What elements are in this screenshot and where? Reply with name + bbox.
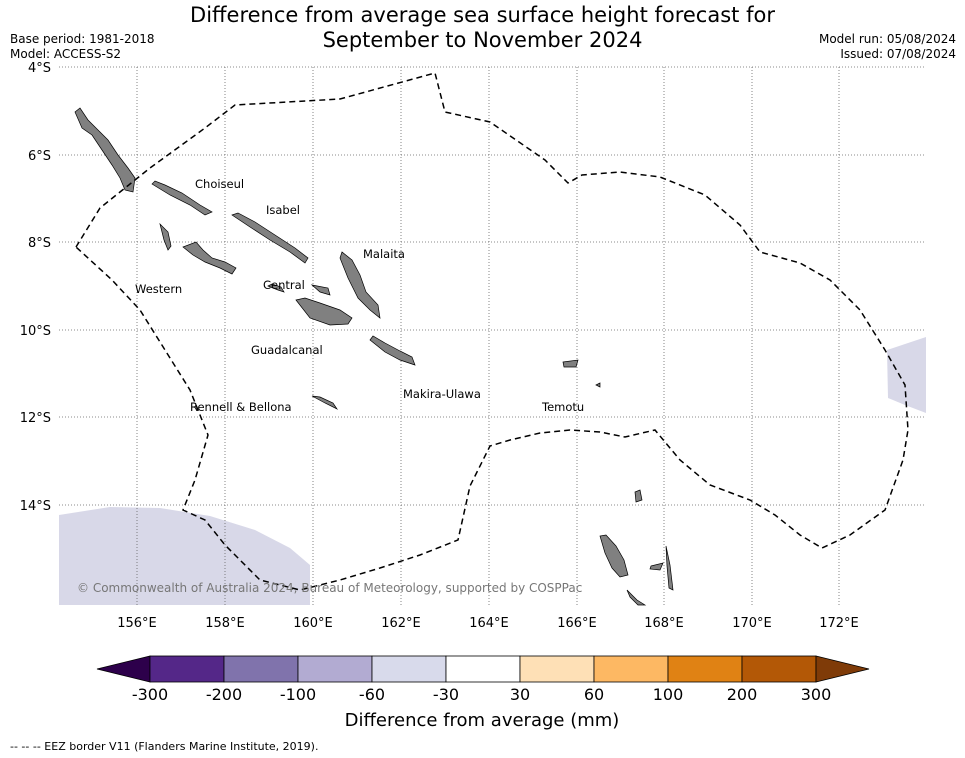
colorbar-tick-labels: -300 -200 -100 -60 -30 30 60 100 200 300 (132, 685, 831, 704)
eez-footnote: -- -- -- EEZ border V11 (Flanders Marine… (10, 740, 319, 753)
lon-label-160e: 160°E (293, 616, 333, 631)
island-isabel (231, 212, 309, 264)
lat-label-10s: 10°S (20, 324, 51, 339)
lat-label-8s: 8°S (28, 236, 51, 251)
province-choiseul: Choiseul (195, 177, 244, 191)
island-pentecost (665, 545, 674, 591)
lat-tick-labels: 4°S 6°S 8°S 10°S 12°S 14°S (20, 61, 51, 514)
island-small-vanuatu (634, 489, 643, 503)
lat-label-14s: 14°S (20, 499, 51, 514)
colorbar-tick: 60 (584, 685, 604, 704)
base-period: Base period: 1981-2018 (10, 32, 155, 46)
province-isabel: Isabel (266, 203, 300, 217)
eez-border (75, 72, 909, 591)
lon-label-168e: 168°E (644, 616, 684, 631)
colorbar-tick: -100 (280, 685, 316, 704)
colorbar (96, 655, 870, 683)
land-masses (74, 107, 674, 606)
colorbar-bin-8 (667, 655, 743, 683)
chart-title: Difference from average sea surface heig… (0, 3, 965, 53)
province-malaita: Malaita (363, 247, 405, 261)
province-guadalcanal: Guadalcanal (251, 343, 323, 357)
anomaly-regions (59, 337, 926, 605)
colorbar-bin-3 (297, 655, 373, 683)
island-malekula (626, 589, 647, 606)
island-espiritu-santo (599, 534, 629, 578)
island-ambae (649, 562, 664, 571)
colorbar-bin-4 (371, 655, 447, 683)
lat-label-12s: 12°S (20, 411, 51, 426)
colorbar-bin-6 (519, 655, 595, 683)
lat-label-6s: 6°S (28, 149, 51, 164)
model-name: Model: ACCESS-S2 (10, 47, 122, 61)
colorbar-bin-9 (741, 655, 817, 683)
colorbar-tick: 100 (653, 685, 684, 704)
lon-tick-labels: 156°E 158°E 160°E 162°E 164°E 166°E 168°… (117, 616, 859, 631)
island-florida (310, 284, 331, 296)
copyright-notice: © Commonwealth of Australia 2024, Bureau… (77, 581, 582, 595)
province-labels: Choiseul Isabel Malaita Western Central … (135, 177, 584, 414)
title-line-1: Difference from average sea surface heig… (190, 3, 775, 27)
lon-label-170e: 170°E (732, 616, 772, 631)
colorbar-bin-1 (149, 655, 225, 683)
lon-label-162e: 162°E (381, 616, 421, 631)
lon-label-172e: 172°E (819, 616, 859, 631)
lon-label-158e: 158°E (205, 616, 245, 631)
colorbar-tick: -200 (206, 685, 242, 704)
province-western: Western (135, 282, 182, 296)
province-rennell-bellona: Rennell & Bellona (190, 400, 292, 414)
lon-label-156e: 156°E (117, 616, 157, 631)
island-rennell (311, 395, 339, 410)
issued-date: Issued: 07/08/2024 (840, 47, 956, 61)
province-makira-ulawa: Makira-Ulawa (403, 387, 481, 401)
island-new-georgia (182, 241, 237, 275)
province-central: Central (263, 278, 305, 292)
title-line-2: September to November 2024 (322, 28, 643, 52)
island-santa-cruz (562, 359, 579, 368)
colorbar-bin-5 (445, 655, 521, 683)
island-bougainville (74, 107, 136, 193)
island-small-east (595, 382, 601, 388)
island-malaita (339, 251, 381, 319)
island-central (267, 283, 285, 293)
colorbar-tick: -30 (433, 685, 459, 704)
lon-label-166e: 166°E (557, 616, 597, 631)
colorbar-tick: 200 (727, 685, 758, 704)
colorbar-tick: 300 (801, 685, 832, 704)
lon-label-164e: 164°E (469, 616, 509, 631)
island-choiseul (151, 180, 213, 216)
anomaly-region-east (887, 337, 926, 413)
anomaly-region-southwest (59, 507, 310, 605)
colorbar-tick: -60 (359, 685, 385, 704)
island-western-small (159, 222, 172, 251)
colorbar-bin-2 (223, 655, 299, 683)
province-temotu: Temotu (541, 400, 584, 414)
colorbar-title: Difference from average (mm) (345, 710, 620, 731)
colorbar-high-arrow (815, 655, 870, 683)
lat-label-4s: 4°S (28, 61, 51, 76)
gridlines (59, 66, 926, 605)
island-makira (369, 335, 416, 366)
model-run: Model run: 05/08/2024 (818, 32, 956, 46)
colorbar-low-arrow (96, 655, 151, 683)
run-info: Model run: 05/08/2024 Issued: 07/08/2024 (819, 32, 956, 62)
colorbar-tick: 30 (510, 685, 530, 704)
colorbar-bin-7 (593, 655, 669, 683)
island-guadalcanal (295, 297, 353, 326)
colorbar-tick: -300 (132, 685, 168, 704)
model-info: Base period: 1981-2018 Model: ACCESS-S2 (10, 32, 155, 62)
